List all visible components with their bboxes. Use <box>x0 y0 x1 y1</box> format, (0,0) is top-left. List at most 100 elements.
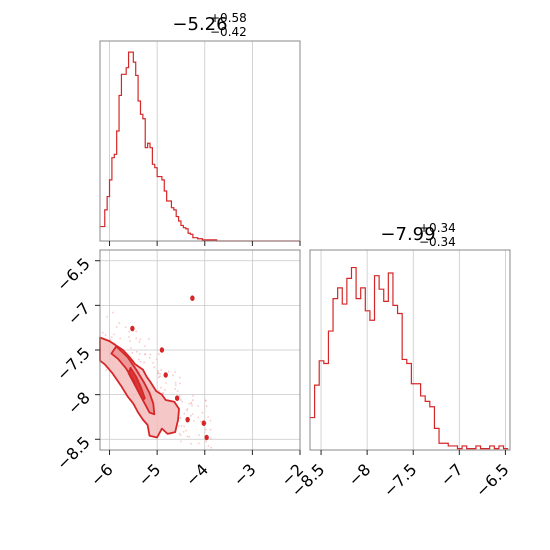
contour-scatter-point <box>143 353 146 356</box>
contour-scatter-point <box>152 361 155 364</box>
contour-island-2 <box>174 395 180 402</box>
contour-scatter-point <box>174 381 177 384</box>
contour-scatter-point <box>183 412 186 415</box>
contour-scatter-point <box>207 416 210 418</box>
contour-scatter-point <box>189 414 192 417</box>
contour-scatter-point <box>129 340 131 343</box>
contour-scatter-point <box>183 425 186 428</box>
contour-xtick-label-1: −5 <box>134 460 164 490</box>
contour-scatter-point <box>193 419 195 422</box>
contour-scatter-point <box>109 338 112 341</box>
contour-scatter-point <box>209 419 212 422</box>
contour-islands <box>130 295 209 441</box>
contour-scatter-point <box>178 376 181 379</box>
contour-scatter-point <box>210 446 212 449</box>
contour-scatter-point <box>201 411 204 414</box>
contour-scatter-point <box>148 356 151 359</box>
contour-scatter-point <box>167 370 170 373</box>
hist-param1-title-plus: +0.58 <box>210 11 247 25</box>
hist-param2-xtick-label-4: −6.5 <box>472 460 513 501</box>
contour-scatter-point <box>179 417 182 419</box>
contour-scatter-point <box>106 315 109 318</box>
contour-scatter-point <box>192 394 194 397</box>
contour-scatter-point <box>112 311 114 314</box>
contour-scatter-point <box>113 333 116 336</box>
contour-scatter-point <box>180 440 182 443</box>
contour-ytick-label-1: −7 <box>64 299 94 329</box>
hist-param2-gridlines <box>320 250 506 450</box>
contour-scatter-point <box>172 374 174 377</box>
contour-scatter-point <box>155 358 158 361</box>
contour-scatter-point <box>153 366 156 369</box>
contour-scatter-point <box>209 428 212 431</box>
contour-scatter-point <box>159 386 162 389</box>
hist-param2-title-plus: +0.34 <box>419 221 456 235</box>
contour-island-6 <box>190 295 195 302</box>
contour-scatter-point <box>199 420 202 423</box>
contour-scatter-point <box>157 370 160 372</box>
contour-scatter-point <box>191 404 193 407</box>
contour-scatter-point <box>128 330 131 333</box>
hist-panel-param1: −5.26 +0.58 −0.42 <box>99 11 301 246</box>
contour-scatter-point <box>137 358 140 361</box>
contour-scatter-point <box>164 388 166 391</box>
contour-scatter-point <box>179 382 181 385</box>
contour-scatter-point <box>131 352 134 354</box>
hist-param2-title: −7.99 <box>380 224 435 245</box>
contour-ytick-label-3: −8 <box>64 388 94 418</box>
contour-scatter-point <box>186 409 188 412</box>
contour-scatter-point <box>119 337 122 340</box>
contour-panel: −6 −5 −4 −3 −2−6.5−7−7.5−8−8.5 <box>53 249 307 490</box>
contour-scatter-point <box>181 400 184 403</box>
contour-island-7 <box>130 325 135 332</box>
hist-param2-step-line <box>310 266 509 450</box>
contour-xtick-label-0: −6 <box>87 460 117 490</box>
hist-param1-title-median: −5.26 <box>172 14 227 35</box>
contour-scatter-point <box>159 372 161 375</box>
contour-scatter-point <box>105 369 108 371</box>
hist-param1-title: −5.26 <box>172 14 227 35</box>
contour-scatter-point <box>124 326 127 329</box>
contour-xtick-label-3: −3 <box>230 460 260 490</box>
hist-param2-title-median: −7.99 <box>380 224 435 245</box>
contour-island-4 <box>201 420 207 427</box>
contour-scatter-point <box>138 353 141 355</box>
contour-scatter-point <box>143 361 146 364</box>
contour-scatter-point <box>174 384 177 387</box>
contour-scatter-point <box>197 405 199 407</box>
contour-scatter-point <box>182 430 185 433</box>
contour-scatter-point <box>177 425 180 427</box>
contour-scatter-point <box>190 402 192 404</box>
hist-panel-param2: −8.5 −8 −7.5 −7 −6.5 −7.99 +0.34 −0.34 <box>287 221 512 501</box>
contour-scatter-point <box>128 336 130 338</box>
contour-scatter-point <box>179 434 182 437</box>
contour-scatter-point <box>174 388 177 390</box>
contour-scatter-point <box>198 434 200 437</box>
hist-param2-xtick-label-2: −7.5 <box>380 460 421 501</box>
contour-scatter-point <box>149 353 152 356</box>
contour-level-2 <box>127 366 146 401</box>
contour-scatter-point <box>162 391 164 394</box>
contour-scatter-point <box>188 435 191 438</box>
contour-scatter-point <box>174 371 176 374</box>
hist-param2-title-minus: −0.34 <box>419 235 456 249</box>
contour-scatter-point <box>158 353 160 356</box>
contour-scatter-point <box>160 369 163 371</box>
hist-param1-ticks <box>109 241 301 246</box>
contour-scatter-point <box>178 394 181 397</box>
contour-scatter-point <box>104 334 107 337</box>
contour-island-3 <box>185 416 190 423</box>
hist-param1-background <box>100 41 300 241</box>
contour-scatter-point <box>178 432 181 435</box>
contour-scatter-point <box>115 326 118 328</box>
contour-scatter-point <box>205 428 207 431</box>
contour-scatter-point <box>204 399 207 402</box>
contour-scatter-point <box>205 440 207 443</box>
contour-scatter-point <box>205 405 208 408</box>
contour-levels <box>99 336 180 439</box>
contour-scatter-point <box>186 408 189 410</box>
contour-scatter-point <box>186 435 189 438</box>
hist-param2-frame <box>309 249 511 451</box>
contour-scatter-point <box>179 398 182 401</box>
